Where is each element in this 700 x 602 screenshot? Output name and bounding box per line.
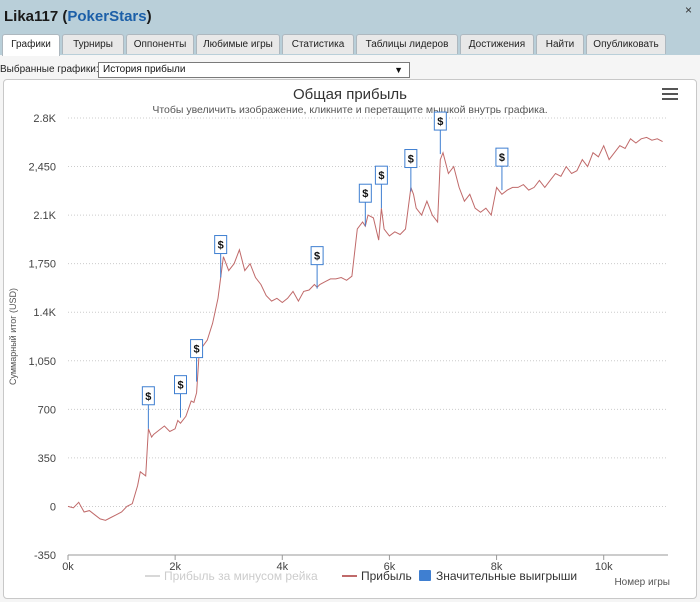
y-tick-label: 1.4K — [33, 307, 56, 319]
big-win-label: $ — [177, 380, 183, 392]
big-win-label: $ — [378, 170, 384, 182]
chart-title: Общая прибыль — [292, 86, 408, 103]
big-win-flag — [433, 111, 447, 131]
big-win-flag — [141, 386, 155, 406]
x-tick-label: 10k — [595, 561, 613, 573]
tab-opponents[interactable]: Оппоненты — [126, 34, 194, 54]
big-win-flag — [174, 375, 187, 395]
tab-publish[interactable]: Опубликовать — [586, 34, 666, 54]
site-name: PokerStars — [67, 8, 147, 25]
y-tick-label: 1,750 — [28, 259, 56, 271]
x-tick-label: 2k — [169, 561, 181, 573]
big-win-flag — [214, 235, 228, 255]
y-tick-label: 700 — [38, 404, 56, 416]
big-win-flag — [495, 147, 509, 167]
tab-charts[interactable]: Графики — [2, 34, 60, 56]
legend-box-marker — [419, 570, 431, 581]
legend-item-label[interactable]: Значительные выигрыши — [436, 569, 577, 583]
y-tick-label: 350 — [38, 453, 56, 465]
y-tick-label: 0 — [50, 501, 56, 513]
chart-select-label: Выбранные графики: — [0, 64, 99, 75]
legend-item-label[interactable]: Прибыль за минусом рейка — [164, 569, 318, 583]
big-win-label: $ — [194, 344, 200, 356]
hamburger-menu-icon[interactable] — [662, 88, 678, 102]
x-tick-label: 0k — [62, 561, 74, 573]
legend-item-label[interactable]: Прибыль — [361, 569, 412, 583]
big-win-flag — [374, 165, 388, 185]
chart-select-value: История прибыли — [103, 64, 186, 75]
big-win-label: $ — [499, 152, 505, 164]
x-tick-label: 6k — [384, 561, 396, 573]
close-icon[interactable]: × — [685, 3, 693, 17]
x-tick-label: 4k — [276, 561, 288, 573]
tab-search[interactable]: Найти — [536, 34, 584, 54]
tab-tournaments[interactable]: Турниры — [62, 34, 124, 54]
y-tick-label: 2.1K — [33, 210, 56, 222]
big-win-label: $ — [437, 116, 443, 128]
big-win-label: $ — [362, 188, 368, 200]
window-title: Lika117 (PokerStars) — [4, 8, 152, 25]
dropdown-arrow-icon: ▼ — [394, 65, 403, 75]
big-win-flag — [310, 246, 324, 266]
chart-select[interactable]: История прибыли ▼ — [98, 62, 410, 78]
chart-container — [3, 79, 697, 599]
series-line-profit — [67, 136, 663, 521]
big-win-label: $ — [218, 240, 224, 252]
window-titlebar: Lika117 (PokerStars) × — [0, 0, 700, 34]
y-tick-label: 2,450 — [28, 162, 56, 174]
big-win-label: $ — [408, 154, 414, 166]
player-name: Lika117 — [4, 8, 59, 25]
big-win-flag — [190, 339, 204, 359]
y-axis-title: Суммарный итог (USD) — [8, 288, 18, 385]
big-win-flag — [404, 149, 418, 169]
tab-leaderboards[interactable]: Таблицы лидеров — [356, 34, 458, 54]
x-tick-label: 8k — [491, 561, 503, 573]
big-win-label: $ — [145, 391, 151, 403]
tab-statistics[interactable]: Статистика — [282, 34, 354, 54]
big-win-flag — [358, 183, 372, 203]
y-tick-label: 2.8K — [33, 113, 56, 125]
chart-subtitle: Чтобы увеличить изображение, кликните и … — [152, 104, 548, 116]
tab-favorite-games[interactable]: Любимые игры — [196, 34, 280, 54]
y-tick-label: -350 — [34, 550, 56, 562]
tab-achievements[interactable]: Достижения — [460, 34, 534, 54]
y-tick-label: 1,050 — [28, 356, 56, 368]
x-axis-title: Номер игры — [614, 577, 670, 588]
big-win-label: $ — [314, 251, 320, 263]
